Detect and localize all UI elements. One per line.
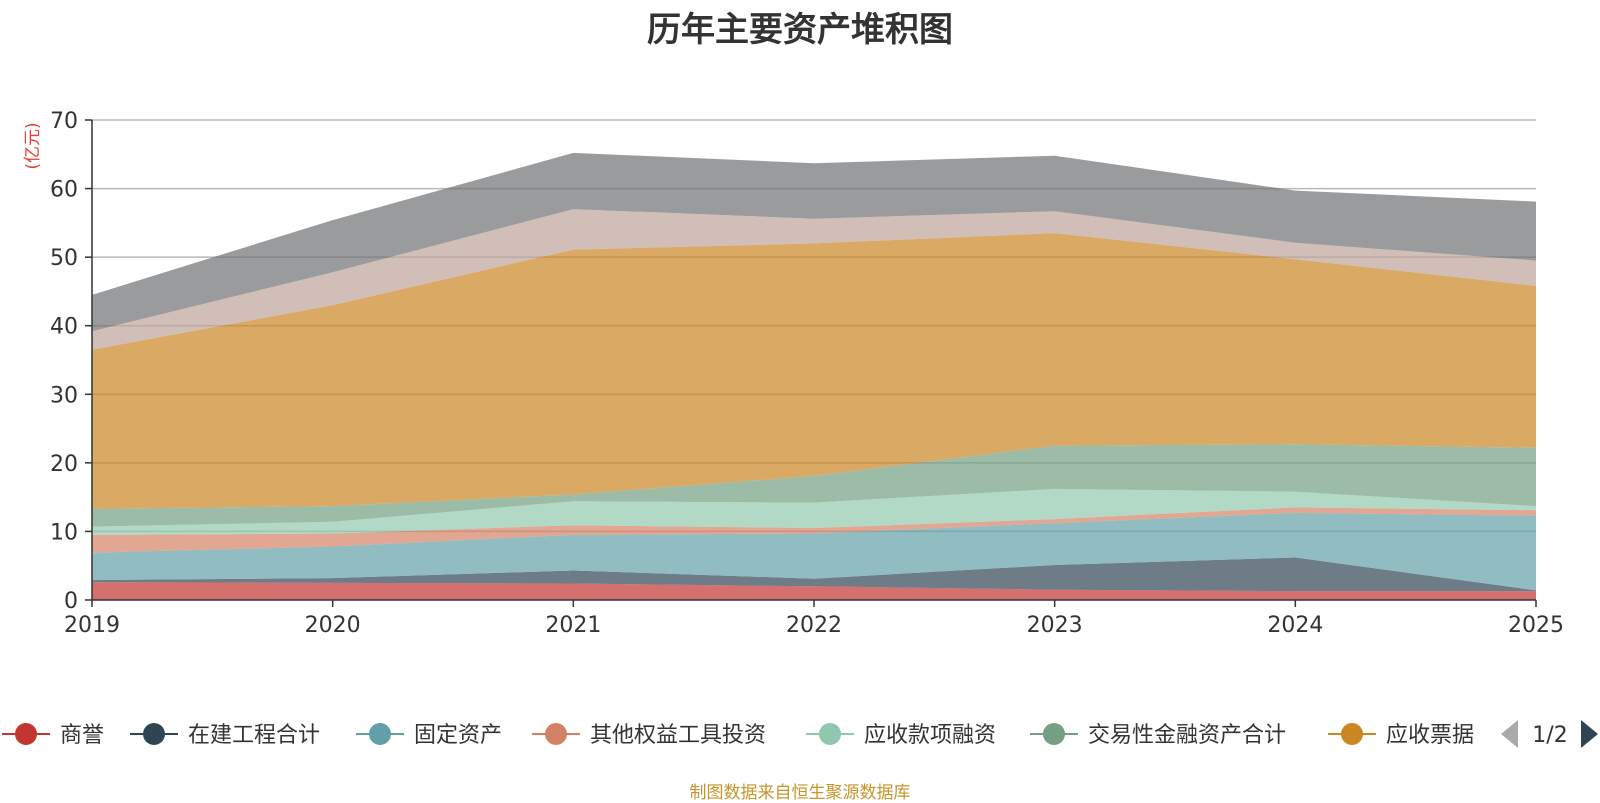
legend-label: 交易性金融资产合计 [1088, 723, 1286, 748]
x-tick-label: 2025 [1508, 613, 1564, 638]
y-tick-label: 30 [50, 383, 78, 408]
legend-item-5: 应收款项融资 [806, 723, 996, 748]
y-tick-label: 70 [50, 109, 78, 134]
chart-title: 历年主要资产堆积图 [647, 10, 953, 50]
y-tick-label: 50 [50, 246, 78, 271]
legend-marker [1341, 723, 1363, 745]
legend-marker [369, 723, 391, 745]
area-series-3 [92, 512, 1536, 591]
area-series-2 [92, 557, 1536, 592]
legend-marker [819, 723, 841, 745]
area-series-7 [92, 233, 1536, 509]
area-series-9 [92, 152, 1536, 332]
legend-item-2: 在建工程合计 [130, 723, 320, 748]
y-tick-label: 10 [50, 520, 78, 545]
axes [85, 119, 1537, 607]
legend-label: 应收票据 [1386, 723, 1474, 748]
legend-label: 应收款项融资 [864, 723, 996, 748]
legend-item-4: 其他权益工具投资 [532, 723, 766, 748]
x-tick-label: 2024 [1267, 613, 1323, 638]
source-note: 制图数据来自恒生聚源数据库 [689, 783, 911, 803]
legend-label: 商誉 [60, 723, 104, 748]
legend-marker [1043, 723, 1065, 745]
legend: 商誉 在建工程合计 固定资产 其他权益工具投资 应收款项融资 交易性金融资产合计 应收票据 1… [2, 720, 1598, 748]
y-tick-label: 20 [50, 452, 78, 477]
legend-prev-arrow-icon[interactable] [1501, 720, 1518, 748]
legend-label: 固定资产 [414, 723, 502, 748]
area-series-4 [92, 507, 1536, 553]
x-tick-label: 2023 [1027, 613, 1083, 638]
legend-item-6: 交易性金融资产合计 [1030, 723, 1286, 748]
y-tick-label: 60 [50, 178, 78, 203]
legend-marker [545, 723, 567, 745]
area-series [92, 152, 1536, 600]
legend-item-1: 商誉 [2, 723, 104, 748]
y-tick-label: 40 [50, 315, 78, 340]
legend-item-3: 固定资产 [356, 723, 502, 748]
area-series-6 [92, 444, 1536, 527]
x-tick-label: 2022 [786, 613, 842, 638]
legend-next-arrow-icon[interactable] [1581, 720, 1598, 748]
x-tick-label: 2019 [64, 613, 120, 638]
x-tick-label: 2020 [305, 613, 361, 638]
legend-page-indicator: 1/2 [1532, 723, 1567, 748]
tick-labels: 0 10 20 30 40 50 60 70 2019 2020 2021 2022 2023 2024 2… [23, 109, 1564, 638]
y-axis-unit-label: (亿元) [23, 122, 43, 169]
area-series-8 [92, 209, 1536, 350]
legend-marker [143, 723, 165, 745]
area-series-1 [92, 582, 1536, 600]
x-tick-label: 2021 [545, 613, 601, 638]
y-tick-label: 0 [64, 589, 78, 614]
legend-label: 其他权益工具投资 [590, 723, 766, 748]
legend-marker [15, 723, 37, 745]
area-series-5 [92, 488, 1536, 535]
legend-item-7: 应收票据 [1328, 723, 1474, 748]
legend-label: 在建工程合计 [188, 723, 320, 748]
